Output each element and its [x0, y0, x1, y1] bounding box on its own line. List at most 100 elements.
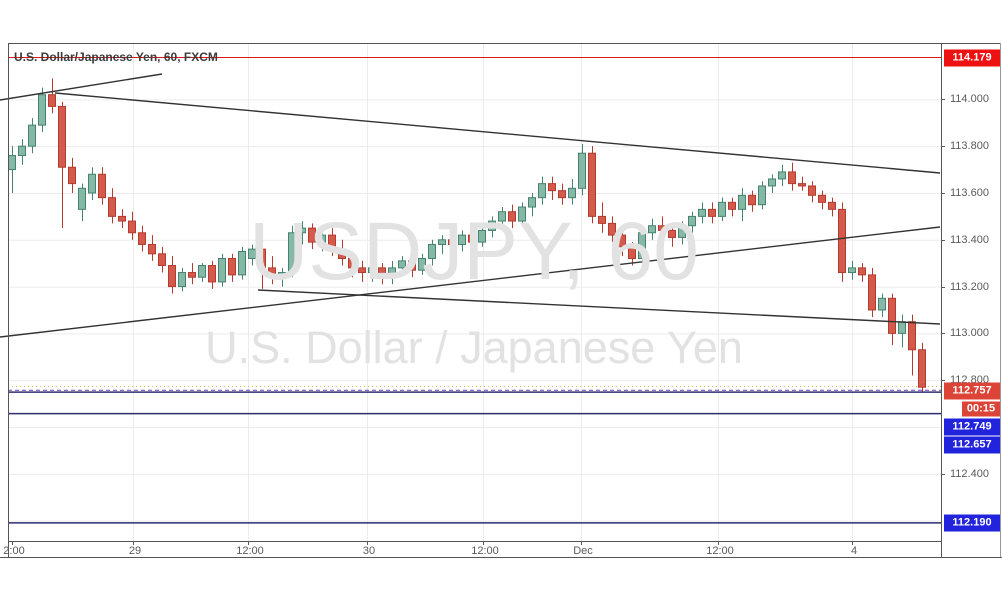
candle — [838, 202, 846, 282]
candle — [528, 192, 536, 217]
candle — [318, 230, 326, 252]
candle — [868, 267, 876, 318]
time-label-Dec: Dec — [573, 545, 593, 557]
candle — [288, 225, 296, 278]
candle — [618, 228, 626, 257]
chart-frame — [0, 43, 1002, 558]
candle — [108, 188, 116, 224]
time-tick — [483, 541, 484, 545]
candle — [818, 190, 826, 210]
time-label-29: 29 — [128, 545, 142, 557]
trendline-descending-resistance[interactable] — [54, 92, 941, 174]
trendline-descending-mid[interactable] — [257, 289, 941, 325]
level-price-badge-112.190[interactable]: 112.190 — [944, 514, 1000, 532]
candle — [898, 314, 906, 348]
candle — [888, 293, 896, 346]
candle — [488, 216, 496, 238]
price-label-113.200: 113.200 — [950, 280, 989, 293]
candle — [588, 146, 596, 224]
candle — [88, 167, 96, 201]
candle — [628, 242, 636, 266]
candle — [878, 293, 886, 318]
alert-price-badge-114.179[interactable]: 114.179 — [944, 49, 1000, 66]
candle — [468, 230, 476, 250]
candle — [558, 183, 566, 205]
candle — [858, 263, 866, 282]
trendline-rising-support[interactable] — [0, 226, 941, 338]
candle — [38, 87, 46, 133]
candle — [48, 78, 56, 114]
candle — [328, 228, 336, 257]
price-tick — [941, 286, 945, 288]
symbol-legend[interactable]: U.S. Dollar/Japanese Yen, 60, FXCM — [14, 50, 218, 64]
candle — [178, 267, 186, 292]
candle — [698, 202, 706, 224]
candle — [688, 211, 696, 233]
candle — [378, 263, 386, 285]
candle — [418, 253, 426, 275]
candle — [168, 256, 176, 294]
price-label-113.400: 113.400 — [950, 233, 989, 246]
candle — [498, 207, 506, 231]
candle — [58, 101, 66, 229]
candle — [308, 223, 316, 250]
candle — [918, 342, 926, 392]
candle — [248, 244, 256, 266]
time-label-12:00: 12:00 — [471, 545, 499, 557]
candle — [598, 202, 606, 233]
price-tick — [941, 99, 945, 101]
candle — [908, 314, 916, 376]
time-tick — [12, 541, 13, 545]
candle — [828, 197, 836, 217]
candle — [788, 162, 796, 191]
price-label-113.600: 113.600 — [950, 186, 989, 199]
candle — [298, 221, 306, 245]
candle — [358, 260, 366, 282]
candle — [518, 202, 526, 226]
time-label-12:00: 12:00 — [706, 545, 734, 557]
candle — [188, 263, 196, 285]
candle — [778, 164, 786, 186]
price-tick — [941, 473, 945, 475]
candle — [538, 176, 546, 205]
candle — [738, 188, 746, 222]
level-price-badge-112.657[interactable]: 112.657 — [944, 436, 1000, 454]
candle — [708, 202, 716, 224]
bar-countdown-badge[interactable]: 00:15 — [962, 401, 1000, 417]
candle — [198, 263, 206, 282]
candle — [148, 235, 156, 261]
price-axis[interactable]: 114.000 113.800 113.600 113.400 113.200 113.0… — [941, 43, 1002, 557]
candle — [578, 143, 586, 196]
time-tick — [133, 541, 134, 545]
candle — [128, 211, 136, 240]
candle — [448, 232, 456, 252]
price-label-113.000: 113.000 — [950, 327, 989, 340]
price-tick — [941, 192, 945, 194]
trendline-left-short-rising[interactable] — [0, 73, 163, 101]
candle — [508, 204, 516, 229]
candle — [768, 174, 776, 193]
candle — [848, 260, 856, 280]
price-tick — [941, 380, 945, 382]
candle — [78, 183, 86, 222]
level-price-badge-112.749[interactable]: 112.749 — [944, 418, 1000, 436]
time-label-2:00: 2:00 — [3, 545, 25, 557]
candle — [678, 221, 686, 245]
time-axis[interactable]: 2:00 29 12:00 30 12:00 Dec 12:00 4 — [0, 541, 1002, 557]
time-tick — [718, 541, 719, 545]
candle — [798, 176, 806, 191]
candle — [338, 239, 346, 266]
candle — [808, 181, 816, 203]
candle — [8, 146, 16, 193]
candle — [208, 260, 216, 289]
candle — [368, 260, 376, 282]
candle — [388, 260, 396, 285]
time-tick — [367, 541, 368, 545]
price-tick — [941, 333, 945, 335]
price-price-badge-112.757[interactable]: 112.757 — [944, 382, 1000, 400]
candle — [28, 118, 36, 154]
candle — [428, 239, 436, 266]
candle — [668, 223, 676, 247]
price-tick — [941, 146, 945, 148]
